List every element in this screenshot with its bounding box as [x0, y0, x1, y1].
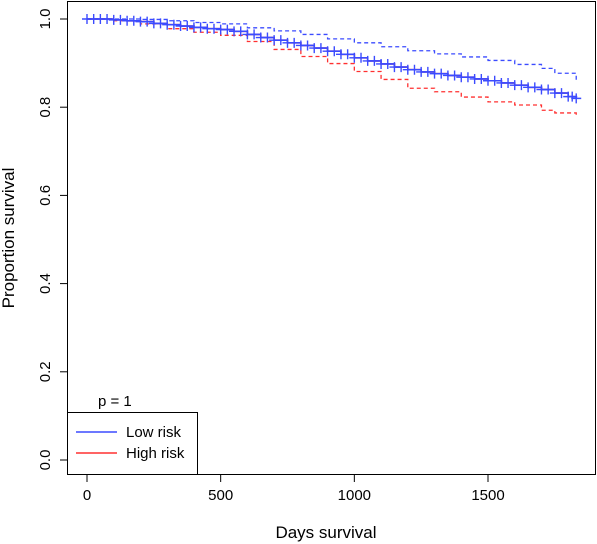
legend: Low risk High risk	[67, 412, 198, 475]
censor-mark	[329, 46, 340, 57]
y-axis: 0.0 0.2 0.4 0.6 0.8 1.0	[37, 9, 68, 471]
censor-mark	[529, 82, 540, 93]
x-tick-label: 1500	[471, 487, 504, 504]
censor-mark	[302, 40, 313, 51]
censor-mark	[249, 29, 260, 40]
censor-mark	[396, 62, 407, 73]
legend-label-high-risk: High risk	[126, 445, 185, 462]
series-line-low-risk	[87, 18, 578, 99]
y-axis-title: Proportion survival	[0, 168, 18, 309]
censor-mark	[489, 75, 500, 86]
censor-mark	[356, 52, 367, 63]
legend-box	[67, 412, 198, 475]
censor-mark	[222, 24, 233, 35]
x-axis-title: Days survival	[275, 523, 376, 542]
y-tick-label: 0.4	[37, 273, 54, 294]
censor-mark	[168, 19, 179, 30]
censor-mark	[556, 88, 567, 99]
x-tick-label: 1000	[338, 487, 371, 504]
censor-mark	[409, 64, 420, 75]
censor-mark	[516, 80, 527, 91]
confidence-band	[87, 18, 577, 117]
censor-mark	[342, 49, 353, 60]
censor-mark	[235, 26, 246, 37]
p-value-annotation: p = 1	[98, 393, 132, 410]
x-tick-label: 0	[83, 487, 91, 504]
ci-upper-line	[87, 18, 577, 81]
censor-marks	[82, 14, 582, 104]
censor-mark	[289, 37, 300, 48]
censor-mark	[449, 70, 460, 81]
censor-mark	[262, 32, 273, 43]
y-tick-label: 0.0	[37, 450, 54, 471]
censor-mark	[275, 35, 286, 46]
plot-frame	[67, 1, 596, 475]
censor-mark	[155, 18, 166, 29]
censor-mark	[115, 14, 126, 25]
series-group	[87, 18, 578, 99]
legend-label-low-risk: Low risk	[126, 424, 182, 441]
censor-mark	[422, 66, 433, 77]
censor-mark	[208, 23, 219, 34]
censor-mark	[436, 68, 447, 79]
censor-mark	[543, 84, 554, 95]
censor-mark	[503, 77, 514, 88]
censor-mark	[142, 16, 153, 27]
y-tick-label: 0.6	[37, 185, 54, 206]
ci-lower-line	[87, 18, 577, 117]
censor-mark	[462, 72, 473, 83]
y-tick-label: 1.0	[37, 9, 54, 30]
censor-mark	[382, 58, 393, 69]
censor-mark	[102, 14, 113, 24]
y-tick-label: 0.8	[37, 97, 54, 118]
censor-mark	[369, 55, 380, 66]
censor-mark	[315, 43, 326, 54]
x-tick-label: 500	[208, 487, 233, 504]
censor-mark	[195, 22, 206, 33]
x-axis: 0 500 1000 1500	[83, 475, 505, 504]
series-line-high-risk	[87, 18, 578, 99]
censor-mark	[476, 73, 487, 84]
censor-mark	[182, 21, 193, 32]
censor-mark	[571, 93, 582, 104]
censor-mark	[128, 15, 139, 26]
y-tick-label: 0.2	[37, 361, 54, 382]
